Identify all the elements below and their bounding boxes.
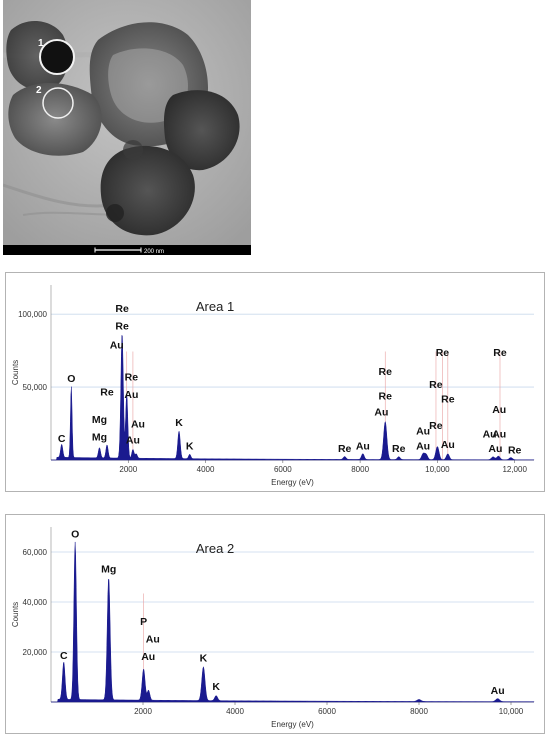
particle-left-middle xyxy=(8,82,102,156)
peak-label: Re xyxy=(379,366,393,378)
chart-title: Area 2 xyxy=(196,541,234,556)
y-tick-label: 20,000 xyxy=(23,648,48,657)
chart-title: Area 1 xyxy=(196,299,234,314)
x-tick-label: 8000 xyxy=(351,465,369,474)
peak-label: Au xyxy=(126,434,140,446)
x-tick-label: 10,000 xyxy=(425,465,450,474)
peak-label: Au xyxy=(356,440,370,452)
peak-label: K xyxy=(200,652,208,664)
scale-bar-label: 200 nm xyxy=(144,249,164,255)
x-tick-label: 2000 xyxy=(119,465,137,474)
spectrum-panel-area-1: 50,000 100,000 2000 4000 6000 8000 10,000 12,00… xyxy=(5,272,545,492)
peak-label: Re xyxy=(125,372,139,384)
spectrum-panel-area-2: 20,000 40,000 60,000 2000 4000 6000 8000 10,000… xyxy=(5,514,545,734)
spectrum-area xyxy=(51,334,535,461)
peak-label: Mg xyxy=(92,432,107,444)
y-tick-label: 40,000 xyxy=(23,598,48,607)
peak-label: O xyxy=(71,529,79,541)
x-tick-label: 6000 xyxy=(318,707,336,716)
peak-label: Re xyxy=(392,443,406,455)
area-1-circle xyxy=(39,39,75,75)
spectrum-area xyxy=(51,541,535,703)
peak-label: Au xyxy=(374,407,388,419)
peak-label: Re xyxy=(115,321,129,333)
particle-bottom xyxy=(100,145,195,236)
peak-label: Re xyxy=(379,391,393,403)
area-1-marker: 1 xyxy=(38,38,44,49)
peak-label: O xyxy=(67,373,75,385)
x-axis-label: Energy (eV) xyxy=(271,478,314,487)
peak-label: Re xyxy=(429,379,443,391)
x-tick-label: 4000 xyxy=(226,707,244,716)
y-axis-label: Counts xyxy=(11,360,20,385)
x-tick-label: 6000 xyxy=(274,465,292,474)
peak-label: Au xyxy=(131,418,145,430)
peak-label: Re xyxy=(100,386,114,398)
y-tick-label: 50,000 xyxy=(23,383,48,392)
peak-label: Au xyxy=(124,389,138,401)
peak-label: Mg xyxy=(101,564,116,576)
y-tick-label: 60,000 xyxy=(23,548,48,557)
peak-label: P xyxy=(140,616,147,628)
y-axis-label: Counts xyxy=(11,602,20,627)
peak-label: Au xyxy=(110,340,124,352)
peak-label: Re xyxy=(429,420,443,432)
x-tick-label: 4000 xyxy=(197,465,215,474)
area-2-marker: 2 xyxy=(36,85,42,96)
peak-label: Mg xyxy=(92,414,107,426)
peak-label: C xyxy=(60,650,68,662)
area-2-circle xyxy=(42,87,74,119)
peak-label: Re xyxy=(441,394,455,406)
peak-label: Au xyxy=(141,651,155,663)
x-tick-label: 2000 xyxy=(134,707,152,716)
peak-label: Au xyxy=(492,429,506,441)
peak-label: K xyxy=(175,417,183,429)
peak-label: Re xyxy=(493,347,507,359)
peak-label: K xyxy=(212,681,220,693)
peak-label: Re xyxy=(508,445,522,457)
peak-label: Au xyxy=(441,439,455,451)
tem-micrograph: 1 2 200 nm xyxy=(3,0,251,255)
peak-label: Au xyxy=(492,404,506,416)
x-tick-label: 10,000 xyxy=(499,707,524,716)
peak-label: Re xyxy=(436,347,450,359)
particle-right xyxy=(163,90,240,171)
x-axis-label: Energy (eV) xyxy=(271,720,314,729)
spectrum-chart-area-2: 20,000 40,000 60,000 2000 4000 6000 8000 10,000… xyxy=(11,527,535,729)
peak-label: C xyxy=(58,433,66,445)
x-tick-label: 8000 xyxy=(410,707,428,716)
x-tick-label: 12,000 xyxy=(502,465,527,474)
peak-label: Au xyxy=(488,443,502,455)
peak-label: Au xyxy=(146,634,160,646)
spectrum-chart-area-1: 50,000 100,000 2000 4000 6000 8000 10,000 12,00… xyxy=(11,285,535,487)
peak-label: Re xyxy=(338,443,352,455)
peak-label: Au xyxy=(416,426,430,438)
peak-label: K xyxy=(186,440,194,452)
y-tick-label: 100,000 xyxy=(18,310,47,319)
peak-label: Re xyxy=(115,303,129,315)
peak-label: Au xyxy=(483,429,497,441)
peak-label: Au xyxy=(491,685,505,697)
peak-label: Au xyxy=(416,440,430,452)
